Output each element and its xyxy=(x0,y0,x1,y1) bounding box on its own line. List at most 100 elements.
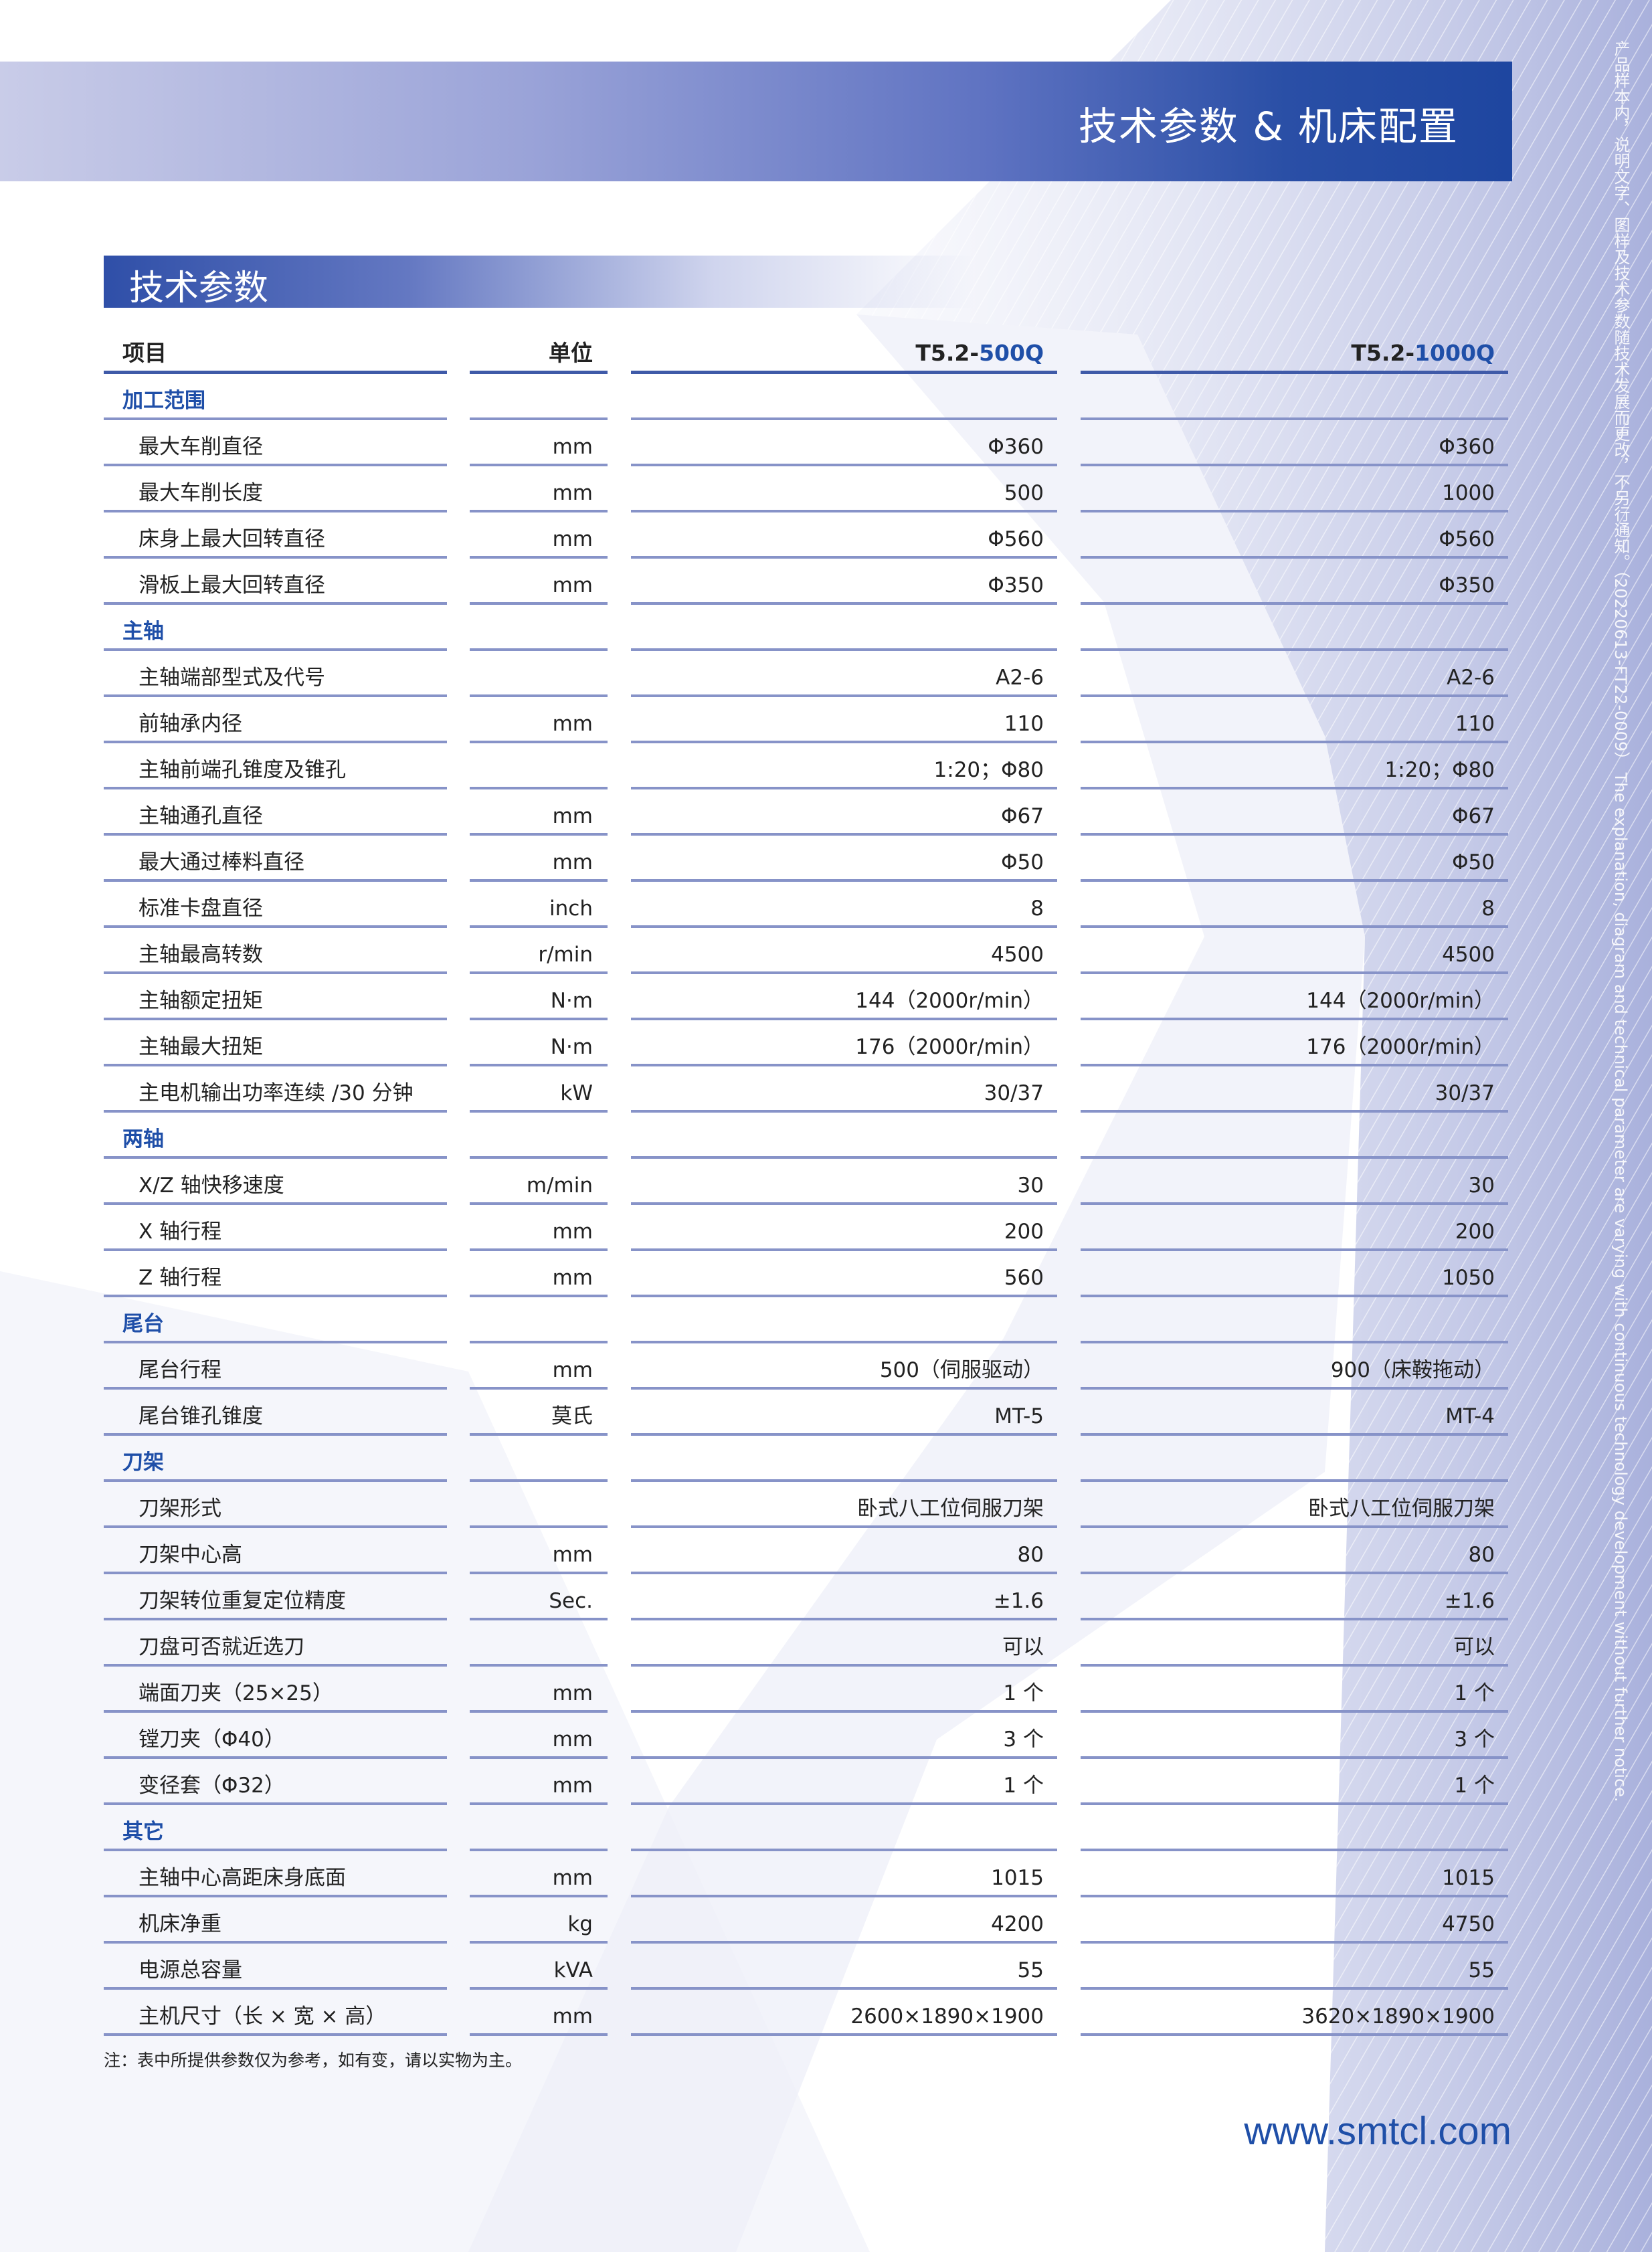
table-row: 主轴端部型式及代号 A2-6 A2-6 xyxy=(104,651,1509,697)
unit xyxy=(470,1482,608,1528)
value-model-2: 3620×1890×1900 xyxy=(1301,2004,1495,2029)
unit: mm xyxy=(552,1727,593,1752)
value-model-2: 卧式八工位伺服刀架 xyxy=(1308,1497,1495,1521)
section-row: 尾台 xyxy=(104,1297,1509,1343)
divider xyxy=(104,510,447,512)
divider xyxy=(1081,1756,1508,1759)
divider xyxy=(631,1479,1057,1482)
divider xyxy=(470,1756,608,1759)
divider xyxy=(631,417,1057,420)
table-row: 电源总容量 kVA 55 55 xyxy=(104,1944,1509,1990)
divider xyxy=(470,741,608,743)
unit: mm xyxy=(552,1866,593,1890)
divider xyxy=(104,787,447,789)
divider xyxy=(1081,556,1508,559)
value-model-1: 8 xyxy=(1030,897,1044,921)
item-name: 最大车削长度 xyxy=(139,481,263,505)
value-model-1: 55 xyxy=(1017,1958,1044,1982)
table-row: 滑板上最大回转直径 mm Φ350 Φ350 xyxy=(104,559,1509,605)
value-model-2: 176（2000r/min） xyxy=(1306,1035,1495,1059)
divider xyxy=(1081,1064,1508,1066)
item-name: 主轴额定扭矩 xyxy=(139,989,263,1013)
divider xyxy=(470,1941,608,1944)
model-1-suffix: 500Q xyxy=(979,340,1044,366)
value-model-2: A2-6 xyxy=(1447,666,1495,690)
divider xyxy=(631,1433,1057,1436)
divider xyxy=(1081,1941,1508,1944)
divider xyxy=(470,1018,608,1020)
value-model-1: 500（伺服驱动） xyxy=(879,1358,1044,1382)
value-model-1: 2600×1890×1900 xyxy=(850,2004,1044,2029)
table-row: 主轴最大扭矩 N·m 176（2000r/min） 176（2000r/min） xyxy=(104,1020,1509,1066)
divider xyxy=(1081,1479,1508,1482)
table-row: 主电机输出功率连续 /30 分钟 kW 30/37 30/37 xyxy=(104,1066,1509,1113)
item-name: 电源总容量 xyxy=(139,1958,242,1982)
divider xyxy=(631,787,1057,789)
section-title: 技术参数 xyxy=(129,268,269,308)
unit: kg xyxy=(567,1912,593,1936)
value-model-1: 1:20；Φ80 xyxy=(933,758,1044,782)
section-row: 加工范围 xyxy=(104,374,1509,420)
website-link[interactable]: www.smtcl.com xyxy=(1244,2109,1511,2153)
divider xyxy=(631,602,1057,605)
unit: N·m xyxy=(550,1035,593,1059)
section-label: 两轴 xyxy=(122,1127,164,1151)
divider xyxy=(104,464,447,466)
divider xyxy=(631,1341,1057,1343)
divider xyxy=(104,1849,447,1851)
divider xyxy=(631,1802,1057,1805)
table-row: 尾台行程 mm 500（伺服驱动） 900（床鞍拖动） xyxy=(104,1343,1509,1390)
table-row: X 轴行程 mm 200 200 xyxy=(104,1205,1509,1251)
table-row: 最大通过棒料直径 mm Φ50 Φ50 xyxy=(104,836,1509,882)
section-label: 尾台 xyxy=(122,1312,164,1336)
value-model-2: 1050 xyxy=(1442,1266,1495,1290)
unit: mm xyxy=(552,527,593,551)
unit xyxy=(470,743,608,789)
divider xyxy=(470,1710,608,1713)
divider xyxy=(470,464,608,466)
header-model-2: T5.2-1000Q xyxy=(1081,328,1508,374)
divider xyxy=(1081,1525,1508,1528)
table-row: 刀架中心高 mm 80 80 xyxy=(104,1528,1509,1574)
value-model-1: 4500 xyxy=(991,943,1044,967)
table-row: 主轴中心高距床身底面 mm 1015 1015 xyxy=(104,1851,1509,1897)
value-model-1: Φ67 xyxy=(1001,804,1044,828)
footnote: 注：表中所提供参数仅为参考，如有变，请以实物为主。 xyxy=(104,2051,523,2070)
divider xyxy=(104,1710,447,1713)
table-row: 床身上最大回转直径 mm Φ560 Φ560 xyxy=(104,512,1509,559)
divider xyxy=(104,1756,447,1759)
header-title: 技术参数 & 机床配置 xyxy=(1078,104,1459,149)
value-model-1: 30 xyxy=(1017,1174,1044,1198)
divider xyxy=(631,1849,1057,1851)
value-model-1: 560 xyxy=(1004,1266,1044,1290)
divider xyxy=(1081,1987,1508,1990)
value-model-2: Φ560 xyxy=(1439,527,1495,551)
divider xyxy=(1081,787,1508,789)
item-name: 床身上最大回转直径 xyxy=(139,527,325,551)
model-1-prefix: T5.2- xyxy=(915,340,980,366)
value-model-1: 卧式八工位伺服刀架 xyxy=(857,1497,1044,1521)
divider xyxy=(104,1664,447,1667)
table-row: 刀架形式 卧式八工位伺服刀架 卧式八工位伺服刀架 xyxy=(104,1482,1509,1528)
item-name: 主轴端部型式及代号 xyxy=(139,666,325,690)
divider xyxy=(470,1664,608,1667)
section-label: 主轴 xyxy=(122,620,164,644)
item-name: 镗刀夹（Φ40） xyxy=(139,1727,285,1752)
value-model-1: 可以 xyxy=(1002,1635,1044,1659)
divider xyxy=(470,925,608,928)
unit: mm xyxy=(552,1358,593,1382)
divider xyxy=(631,1156,1057,1159)
divider xyxy=(631,833,1057,836)
section-row: 两轴 xyxy=(104,1113,1509,1159)
unit: mm xyxy=(552,573,593,597)
unit xyxy=(470,1620,608,1667)
divider xyxy=(104,1479,447,1482)
unit: inch xyxy=(549,897,593,921)
value-model-1: 500 xyxy=(1004,481,1044,505)
unit: Sec. xyxy=(549,1589,593,1613)
value-model-1: 1 个 xyxy=(1003,1774,1044,1798)
divider xyxy=(104,971,447,974)
divider xyxy=(104,741,447,743)
divider xyxy=(631,556,1057,559)
table-row: 最大车削直径 mm Φ360 Φ360 xyxy=(104,420,1509,466)
